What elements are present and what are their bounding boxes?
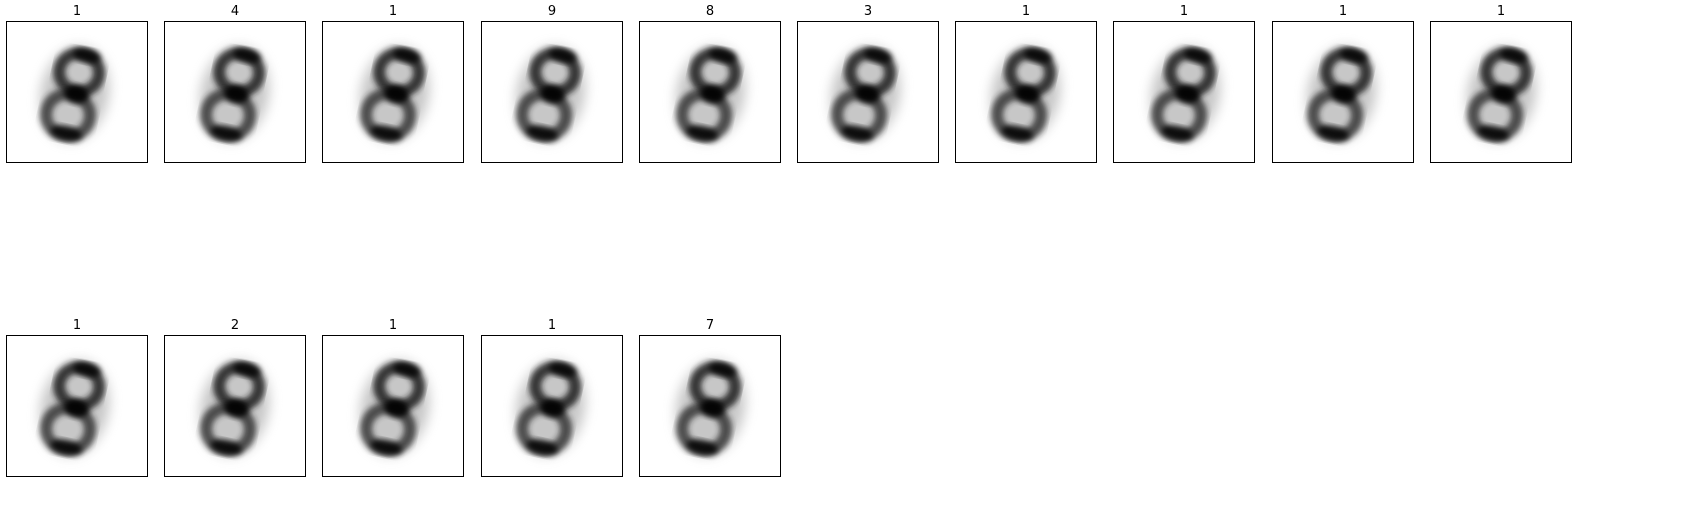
blurry-digit-icon	[675, 46, 746, 143]
blurry-digit-icon	[39, 360, 110, 457]
blurry-digit-icon	[1466, 46, 1537, 143]
panel-title: 1	[1338, 4, 1348, 19]
panel-title: 1	[1021, 4, 1031, 19]
blurry-digit-icon	[990, 46, 1061, 143]
digit-image	[797, 21, 939, 163]
blurry-digit-icon	[199, 360, 270, 457]
panel-title: 1	[1179, 4, 1189, 19]
digit-image	[481, 21, 623, 163]
panel-title: 1	[72, 4, 82, 19]
blurry-digit-icon	[359, 46, 430, 143]
blurry-digit-icon	[515, 360, 586, 457]
panel-title: 1	[547, 318, 557, 333]
digit-image	[1430, 21, 1572, 163]
panel-title: 3	[863, 4, 873, 19]
blurry-digit-icon	[1306, 46, 1377, 143]
digit-image	[481, 335, 623, 477]
digit-image	[639, 335, 781, 477]
blurry-digit-icon	[359, 360, 430, 457]
panel-title: 2	[230, 318, 240, 333]
digit-image	[955, 21, 1097, 163]
panel-title: 4	[230, 4, 240, 19]
blurry-digit-icon	[199, 46, 270, 143]
panel-title: 1	[388, 318, 398, 333]
digit-image	[164, 335, 306, 477]
panel-title: 1	[1496, 4, 1506, 19]
blurry-digit-icon	[675, 360, 746, 457]
panel-title: 9	[547, 4, 557, 19]
blurry-digit-icon	[515, 46, 586, 143]
panel-title: 1	[388, 4, 398, 19]
digit-image	[1272, 21, 1414, 163]
digit-image	[6, 335, 148, 477]
blurry-digit-icon	[1150, 46, 1221, 143]
digit-image	[164, 21, 306, 163]
digit-image	[6, 21, 148, 163]
blurry-digit-icon	[39, 46, 110, 143]
digit-image	[322, 335, 464, 477]
digit-image	[1113, 21, 1255, 163]
digit-image	[322, 21, 464, 163]
digit-image	[639, 21, 781, 163]
panel-title: 1	[72, 318, 82, 333]
panel-title: 8	[705, 4, 715, 19]
blurry-digit-icon	[830, 46, 901, 143]
panel-title: 7	[705, 318, 715, 333]
